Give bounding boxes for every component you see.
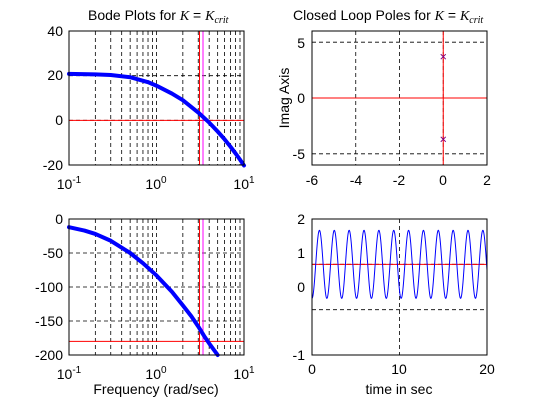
bode-title-prefix: Bode Plots for — [88, 7, 180, 23]
poles-xtick: -2 — [393, 172, 406, 188]
poles-y-tick-labels: 5 0 -5 — [293, 35, 306, 162]
poles-panel: Closed Loop Poles for K = Kcrit Imag Axi… — [276, 7, 491, 188]
time-response-panel: 2 1 0 -1 0 10 20 time in sec — [293, 211, 495, 397]
magnitude-reference-lines — [69, 31, 244, 165]
time-axes-frame — [311, 218, 488, 356]
magnitude-grid — [69, 31, 244, 165]
magnitude-ytick: 0 — [55, 112, 63, 128]
poles-x-tick-labels: -6 -4 -2 0 2 — [306, 172, 491, 188]
poles-ytick: 5 — [297, 35, 305, 51]
time-y-tick-labels: 2 1 0 -1 — [293, 211, 306, 363]
phase-axes-frame — [68, 218, 245, 356]
time-ytick: -1 — [293, 347, 306, 363]
time-x-tick-labels: 0 10 20 — [308, 361, 495, 377]
magnitude-x-tick-labels: 10-1 100 101 — [57, 175, 255, 192]
time-ytick: 2 — [297, 211, 305, 227]
magnitude-xtick: 101 — [233, 175, 255, 192]
phase-ytick: -200 — [35, 347, 63, 363]
poles-xtick: 0 — [439, 172, 447, 188]
poles-ytick: 0 — [297, 90, 305, 106]
poles-xtick: 2 — [483, 172, 491, 188]
pole-marker — [440, 136, 447, 143]
phase-ytick: -50 — [43, 245, 63, 261]
time-ytick: 0 — [297, 279, 305, 295]
phase-y-tick-labels: 0 -50 -100 -150 -200 — [35, 211, 63, 363]
phase-series-line — [67, 225, 220, 357]
phase-xtick: 100 — [145, 365, 167, 382]
poles-ytick: -5 — [293, 146, 306, 162]
poles-xtick: -6 — [306, 172, 319, 188]
bode-phase-panel: 0 -50 -100 -150 -200 10-1 100 101 Freque… — [35, 211, 255, 397]
poles-title-prefix: Closed Loop Poles for — [293, 7, 435, 23]
magnitude-xtick: 10-1 — [57, 175, 82, 192]
phase-x-tick-labels: 10-1 100 101 — [57, 365, 255, 382]
magnitude-series-line — [67, 71, 246, 168]
bode-title-ksym: K — [204, 9, 215, 24]
time-series-line — [311, 229, 488, 299]
magnitude-axes-frame — [68, 30, 245, 166]
phase-ytick: -150 — [35, 313, 63, 329]
magnitude-ytick: 40 — [47, 23, 63, 39]
bode-title-eq: = — [189, 7, 205, 23]
bode-magnitude-panel: Bode Plots for K = Kcrit 40 20 0 -20 10-… — [43, 7, 255, 192]
poles-title: Closed Loop Poles for K = Kcrit — [293, 7, 483, 26]
magnitude-xtick: 100 — [145, 175, 167, 192]
magnitude-ytick: -20 — [43, 157, 63, 173]
poles-xtick: -4 — [350, 172, 363, 188]
time-xtick: 0 — [308, 361, 316, 377]
bode-title-ksub: crit — [214, 15, 228, 26]
pole-marker — [440, 53, 447, 60]
time-ytick: 1 — [297, 245, 305, 261]
bode-title-k: K — [179, 9, 190, 24]
poles-title-k: K — [434, 9, 445, 24]
bode-title: Bode Plots for K = Kcrit — [88, 7, 229, 26]
poles-title-ksub: crit — [469, 15, 483, 26]
time-xtick: 10 — [391, 361, 407, 377]
time-x-axis-label: time in sec — [366, 381, 433, 397]
phase-xtick: 101 — [233, 365, 255, 382]
phase-grid — [69, 219, 244, 355]
poles-y-axis-label: Imag Axis — [276, 68, 292, 129]
magnitude-ytick: 20 — [47, 67, 63, 83]
poles-title-eq: = — [444, 7, 460, 23]
phase-ytick: 0 — [55, 211, 63, 227]
poles-axes-frame — [311, 30, 488, 166]
poles-title-ksym: K — [459, 9, 470, 24]
poles-markers — [440, 53, 447, 143]
phase-ytick: -100 — [35, 279, 63, 295]
poles-reference-lines — [312, 31, 487, 165]
phase-xtick: 10-1 — [57, 365, 82, 382]
magnitude-y-tick-labels: 40 20 0 -20 — [43, 23, 63, 173]
time-xtick: 20 — [479, 361, 495, 377]
phase-x-axis-label: Frequency (rad/sec) — [93, 381, 218, 397]
